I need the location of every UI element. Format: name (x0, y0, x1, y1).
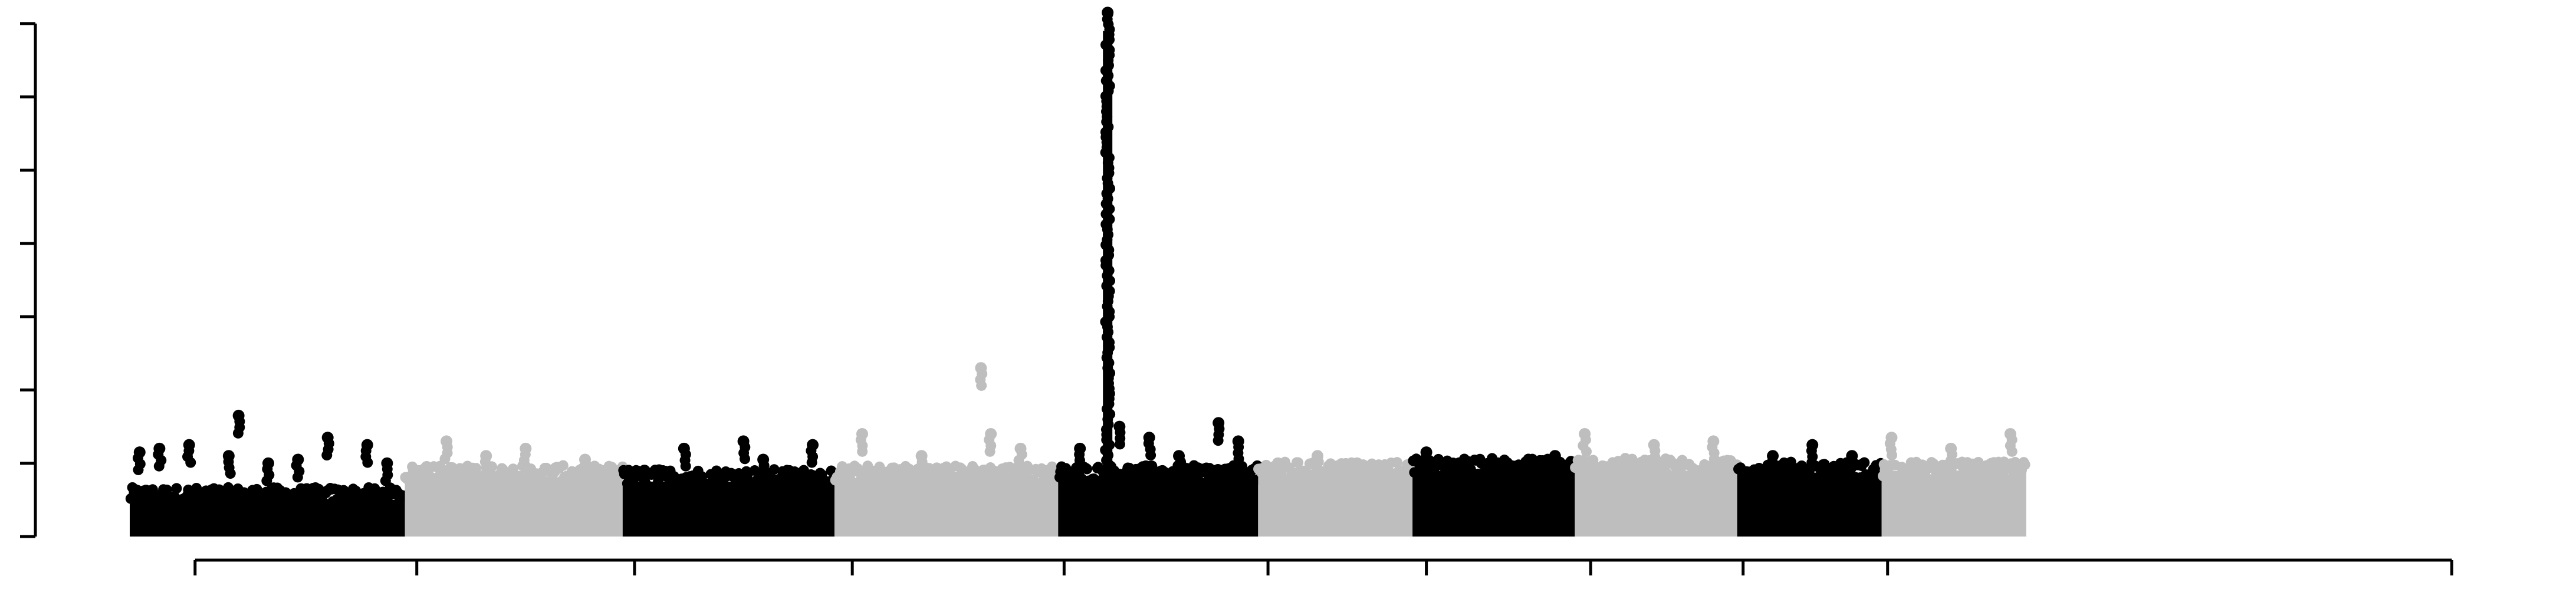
data-point (1082, 463, 1093, 475)
segment-band-chr8 (1575, 470, 1737, 537)
data-point (2006, 446, 2018, 457)
data-point (1886, 450, 1897, 461)
data-point (1145, 450, 1156, 461)
data-point (984, 446, 995, 457)
data-point (439, 453, 451, 465)
data-point (2019, 459, 2030, 470)
data-point (1422, 464, 1434, 475)
y-axis (20, 22, 37, 538)
data-point (471, 463, 482, 474)
data-point (292, 472, 303, 483)
data-point (225, 468, 236, 479)
data-point (1947, 460, 1958, 472)
data-point (806, 457, 817, 468)
segment-chr1 (125, 409, 410, 537)
data-point (1845, 468, 1856, 479)
data-point (225, 498, 236, 509)
data-point (380, 475, 391, 486)
segment-chr4 (830, 362, 1063, 537)
data-point (1274, 463, 1285, 475)
data-point (976, 380, 987, 391)
data-point (557, 460, 569, 471)
segment-chr3 (618, 435, 839, 537)
data-point (133, 464, 144, 475)
data-point (1767, 468, 1779, 479)
data-point (680, 460, 691, 472)
data-point (1548, 462, 1559, 473)
data-point (520, 460, 531, 472)
data-points (125, 6, 2030, 537)
data-point (1581, 446, 1592, 457)
segment-band-chr7 (1412, 470, 1575, 537)
data-point (1660, 466, 1671, 478)
segment-band-chr6 (1258, 474, 1413, 537)
data-point (1351, 463, 1362, 475)
data-point (758, 472, 770, 483)
segment-band-chr4 (834, 478, 1059, 537)
data-point (321, 450, 333, 461)
x-axis (193, 558, 2453, 575)
data-point (768, 464, 780, 475)
data-point (1313, 468, 1324, 479)
segment-band-chr3 (622, 481, 834, 537)
data-point (1293, 457, 1304, 468)
data-point (1073, 460, 1084, 472)
data-point (420, 467, 432, 478)
data-point (1333, 472, 1345, 483)
data-point (261, 475, 272, 486)
data-point (481, 468, 492, 479)
segment-band-chr2 (405, 478, 623, 537)
data-point (383, 498, 395, 509)
data-point (860, 475, 872, 486)
data-point (918, 468, 929, 479)
data-point (1114, 439, 1125, 450)
data-point (638, 471, 649, 482)
peak-column (1100, 6, 1116, 478)
data-point (362, 457, 373, 468)
segment-chr6 (1253, 450, 1417, 537)
data-point (1016, 460, 1027, 472)
data-point (232, 427, 244, 439)
segment-band-chr9 (1737, 474, 1882, 537)
data-point (171, 483, 182, 494)
data-point (507, 463, 518, 475)
data-point (318, 496, 329, 508)
data-point (251, 483, 262, 495)
data-point (1213, 435, 1224, 446)
data-point (153, 460, 165, 472)
data-point (718, 479, 730, 490)
segment-chr10 (1878, 428, 2030, 537)
data-point (740, 453, 751, 465)
data-point (1174, 468, 1185, 479)
segment-chr9 (1733, 439, 1887, 537)
data-point (579, 472, 590, 483)
data-point (1806, 457, 1818, 468)
data-point (1708, 453, 1720, 465)
segment-band-chr5 (1058, 478, 1259, 537)
data-point (1785, 456, 1796, 468)
segment-chr8 (1570, 428, 1743, 537)
data-point (1650, 457, 1661, 468)
data-point (1028, 474, 1039, 485)
data-point (185, 457, 196, 468)
segment-band-chr10 (1881, 474, 2026, 537)
segment-chr5 (1054, 417, 1263, 537)
data-point (1233, 453, 1244, 465)
segment-chr7 (1408, 446, 1579, 537)
data-point (653, 476, 664, 487)
data-point (1491, 463, 1502, 475)
data-point (857, 446, 868, 457)
segment-chr2 (400, 435, 628, 537)
data-point (1859, 457, 1870, 468)
peak-top-point (1102, 6, 1114, 19)
data-point (515, 474, 526, 485)
